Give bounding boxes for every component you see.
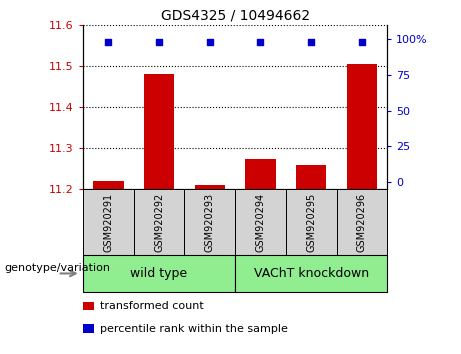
Text: VAChT knockdown: VAChT knockdown [254, 267, 369, 280]
Title: GDS4325 / 10494662: GDS4325 / 10494662 [160, 8, 310, 22]
Point [257, 39, 264, 45]
Text: wild type: wild type [130, 267, 188, 280]
Bar [184, 189, 235, 255]
Bar [286, 189, 337, 255]
Text: GSM920293: GSM920293 [205, 193, 215, 252]
Text: percentile rank within the sample: percentile rank within the sample [100, 324, 288, 334]
Bar [134, 189, 184, 255]
Point [105, 39, 112, 45]
Bar [144, 74, 174, 189]
Text: GSM920292: GSM920292 [154, 193, 164, 252]
Text: GSM920295: GSM920295 [306, 193, 316, 252]
Bar [83, 324, 94, 333]
Bar [245, 159, 276, 189]
Bar [93, 181, 124, 189]
Text: GSM920291: GSM920291 [103, 193, 113, 252]
Text: GSM920294: GSM920294 [255, 193, 266, 252]
Bar [235, 255, 387, 292]
Bar [83, 302, 94, 310]
Bar [347, 64, 377, 189]
Bar [235, 189, 286, 255]
Point [206, 39, 213, 45]
Bar [195, 185, 225, 189]
Bar [83, 255, 235, 292]
Bar [296, 165, 326, 189]
Point [358, 39, 366, 45]
Point [307, 39, 315, 45]
Bar [337, 189, 387, 255]
Bar [83, 189, 134, 255]
Text: genotype/variation: genotype/variation [5, 263, 111, 273]
Text: GSM920296: GSM920296 [357, 193, 367, 252]
Point [155, 39, 163, 45]
Text: transformed count: transformed count [100, 302, 203, 312]
